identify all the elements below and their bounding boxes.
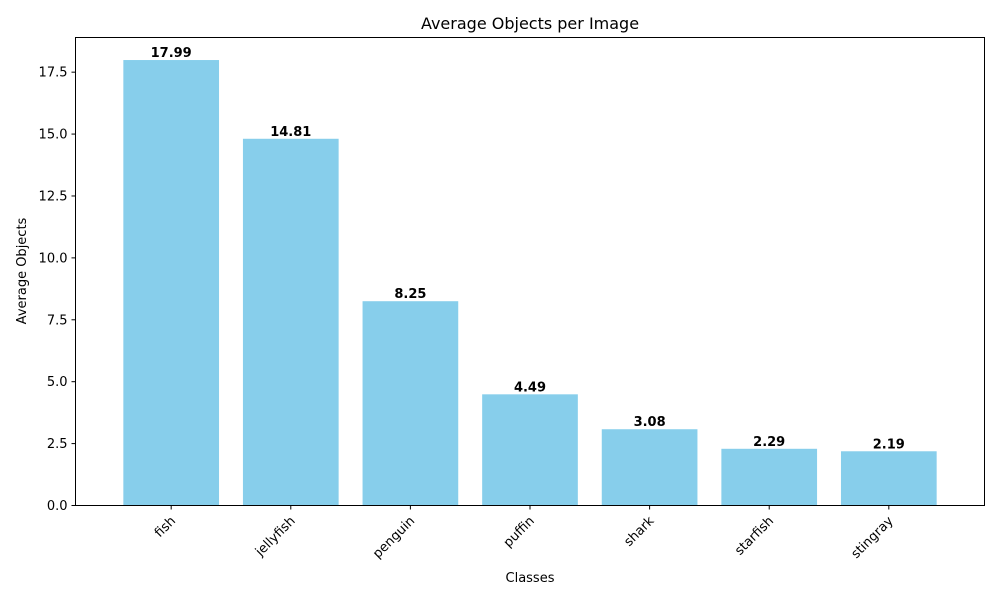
data-label-fish: 17.99: [151, 46, 192, 61]
data-label-shark: 3.08: [634, 415, 666, 430]
y-axis: 0.0 2.5 5.0 7.5 10.0 12.5 15.0 17.5: [39, 66, 76, 514]
data-label-starfish: 2.29: [753, 435, 785, 450]
bar-jellyfish: [242, 138, 339, 506]
bar-stingray: [840, 451, 937, 506]
data-label-penguin: 8.25: [394, 287, 426, 302]
bar-penguin: [362, 301, 459, 506]
bar-shark: [601, 429, 698, 506]
x-tick-label-jellyfish: jellyfish: [252, 514, 298, 560]
y-tick-label: 15.0: [39, 128, 68, 143]
data-label-puffin: 4.49: [514, 380, 546, 395]
bars-group: [123, 60, 937, 506]
bar-starfish: [721, 448, 818, 506]
chart-title: Average Objects per Image: [421, 14, 639, 33]
bar-fish: [123, 60, 220, 506]
y-tick-label: 12.5: [39, 189, 68, 204]
y-tick-label: 0.0: [47, 499, 68, 514]
data-label-stingray: 2.19: [873, 437, 905, 452]
y-tick-label: 2.5: [47, 437, 68, 452]
y-axis-label: Average Objects: [15, 217, 30, 324]
x-tick-label-puffin: puffin: [501, 514, 538, 551]
y-tick-label: 7.5: [47, 313, 68, 328]
x-axis-label: Classes: [506, 571, 555, 586]
x-tick-label-starfish: starfish: [732, 514, 777, 559]
y-tick-label: 10.0: [39, 251, 68, 266]
x-tick-label-penguin: penguin: [370, 514, 418, 562]
x-tick-label-stingray: stingray: [849, 514, 897, 562]
x-tick-label-fish: fish: [152, 514, 179, 541]
x-tick-label-shark: shark: [621, 513, 657, 549]
x-axis: fish jellyfish penguin puffin shark starfish s…: [152, 505, 897, 562]
data-label-jellyfish: 14.81: [270, 125, 311, 140]
data-labels-group: 17.99 14.81 8.25 4.49 3.08 2.29 2.19: [151, 46, 905, 452]
bar-puffin: [482, 394, 578, 506]
y-tick-label: 17.5: [39, 66, 68, 81]
y-tick-label: 5.0: [47, 375, 68, 390]
